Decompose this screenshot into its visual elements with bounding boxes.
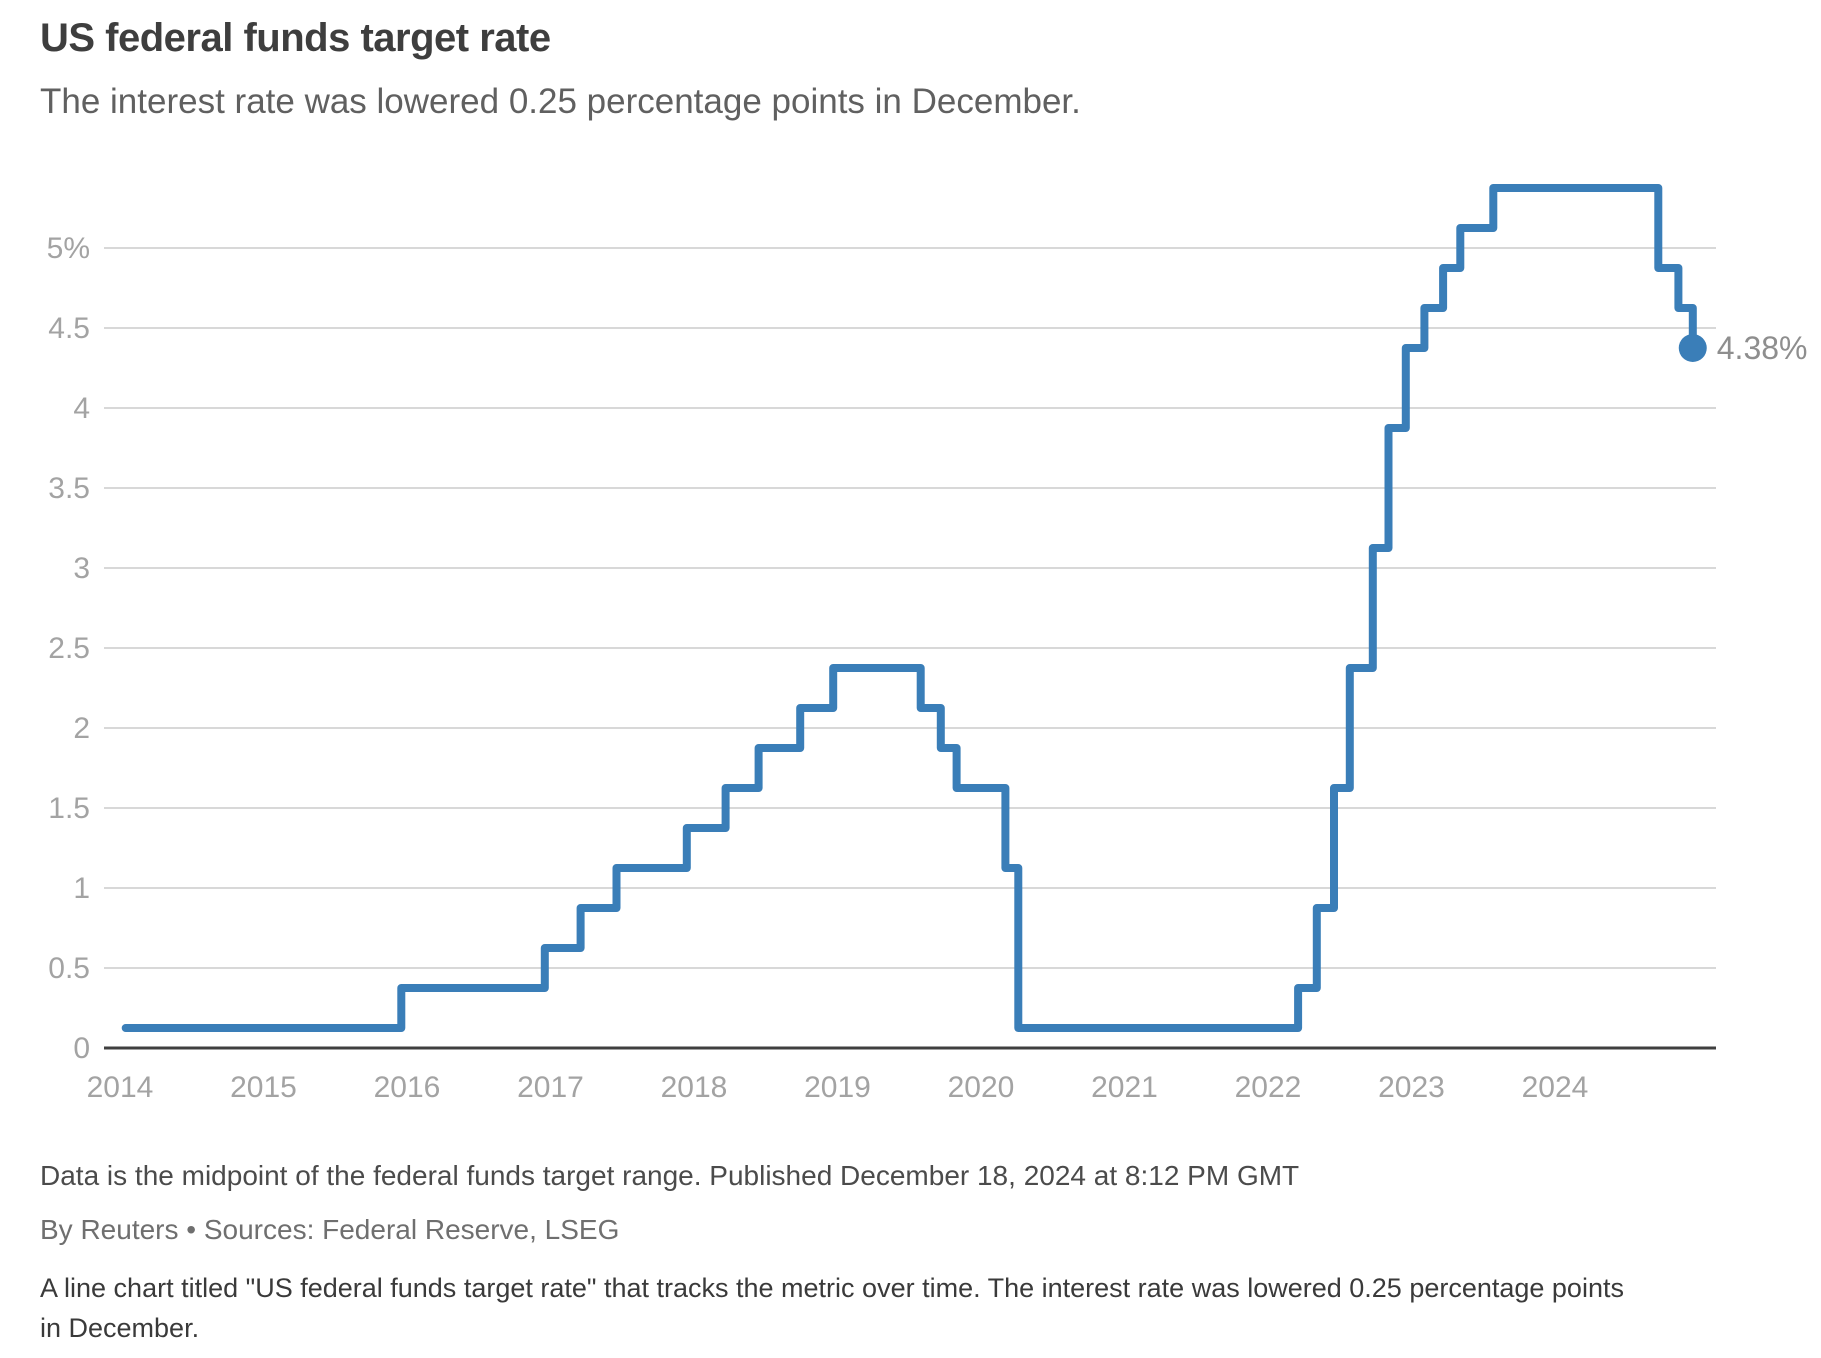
x-tick-label: 2020 xyxy=(948,1071,1015,1104)
byline: By Reuters • Sources: Federal Reserve, L… xyxy=(40,1214,620,1245)
x-tick-label: 2023 xyxy=(1378,1071,1445,1104)
y-tick-label: 2.5 xyxy=(48,632,90,665)
y-tick-label: 1 xyxy=(73,872,90,905)
y-tick-label: 4.5 xyxy=(48,312,90,345)
y-tick-label: 0 xyxy=(73,1032,90,1065)
y-tick-label: 3 xyxy=(73,552,90,585)
x-tick-label: 2024 xyxy=(1522,1071,1589,1104)
x-tick-label: 2018 xyxy=(661,1071,728,1104)
x-tick-label: 2021 xyxy=(1091,1071,1158,1104)
y-tick-label: 2 xyxy=(73,712,90,745)
y-tick-label: 1.5 xyxy=(48,792,90,825)
x-tick-label: 2014 xyxy=(87,1071,154,1104)
x-tick-label: 2019 xyxy=(804,1071,871,1104)
x-tick-label: 2017 xyxy=(517,1071,584,1104)
x-tick-label: 2022 xyxy=(1235,1071,1302,1104)
x-tick-label: 2015 xyxy=(230,1071,297,1104)
y-tick-label: 3.5 xyxy=(48,472,90,505)
y-tick-label: 5% xyxy=(47,232,90,265)
alt-text-description: A line chart titled "US federal funds ta… xyxy=(40,1273,1624,1343)
latest-value-label: 4.38% xyxy=(1717,330,1808,366)
x-tick-label: 2016 xyxy=(374,1071,441,1104)
rate-step-line xyxy=(121,184,1697,1032)
source-note: Data is the midpoint of the federal fund… xyxy=(40,1160,1300,1191)
chart-subtitle: The interest rate was lowered 0.25 perce… xyxy=(40,82,1081,121)
y-tick-label: 0.5 xyxy=(48,952,90,985)
chart-title: US federal funds target rate xyxy=(40,16,551,60)
y-tick-label: 4 xyxy=(73,392,90,425)
latest-point-dot xyxy=(1678,334,1707,362)
